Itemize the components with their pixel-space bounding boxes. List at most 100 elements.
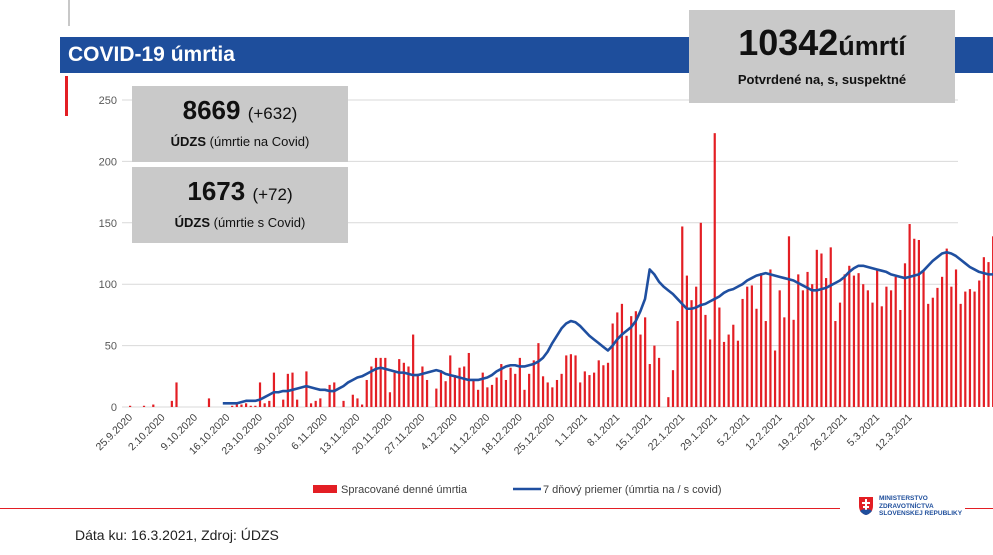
bar — [676, 321, 679, 407]
bar — [671, 370, 675, 407]
bar — [597, 360, 600, 407]
bar — [834, 321, 837, 407]
bar — [964, 291, 967, 407]
bar — [653, 345, 656, 407]
bar — [449, 355, 452, 407]
bar — [593, 372, 596, 407]
legend-swatch-bars — [313, 485, 337, 493]
bar — [811, 284, 814, 407]
bar — [690, 300, 693, 407]
bar — [899, 309, 902, 407]
bar — [801, 290, 804, 407]
bar — [370, 366, 373, 407]
stat-label-source: ÚDZS — [174, 215, 211, 230]
bar — [444, 381, 447, 407]
bar — [175, 382, 178, 407]
bar — [741, 298, 744, 407]
bar — [792, 319, 795, 407]
bar — [523, 389, 526, 407]
stat-box-with-covid: 1673 (+72) ÚDZS (úmrtie s Covid) — [132, 167, 348, 243]
bar — [207, 398, 211, 407]
bar — [296, 399, 299, 407]
bar — [727, 334, 730, 407]
bar — [333, 382, 336, 407]
bar — [319, 398, 322, 407]
bar — [722, 341, 726, 407]
bar — [954, 269, 958, 407]
bar — [398, 359, 401, 407]
bar — [950, 286, 953, 407]
stat-value: 8669 (+632) — [132, 95, 348, 126]
coat-of-arms-icon — [859, 497, 873, 515]
bar — [245, 403, 248, 407]
bar — [258, 382, 262, 407]
stat-label-desc: (úmrtie s Covid) — [210, 215, 306, 230]
bar — [620, 303, 624, 407]
bar — [797, 274, 800, 407]
bar — [829, 247, 832, 407]
bar — [857, 273, 860, 407]
bar — [945, 248, 948, 407]
stat-label-source: ÚDZS — [170, 134, 207, 149]
seven-day-average-line — [222, 250, 993, 405]
bar — [309, 403, 313, 407]
bar — [463, 366, 466, 407]
bar — [342, 400, 345, 407]
y-tick-label: 0 — [111, 402, 117, 414]
bar — [514, 373, 517, 407]
bar — [736, 340, 740, 407]
bar — [616, 312, 619, 407]
bar — [421, 366, 424, 407]
bar — [235, 403, 238, 407]
bar — [848, 265, 851, 407]
bar — [481, 372, 484, 407]
y-tick-label: 50 — [105, 341, 117, 353]
bar — [787, 236, 791, 407]
bar — [504, 379, 508, 407]
bar — [982, 257, 985, 407]
stat-number: 8669 — [182, 95, 241, 125]
bar — [402, 362, 405, 407]
bar — [657, 357, 661, 407]
bar — [314, 400, 317, 407]
bar — [876, 269, 879, 407]
footer-divider — [0, 508, 840, 509]
bar — [495, 377, 498, 407]
bar — [718, 307, 721, 407]
bar — [477, 389, 480, 407]
bar — [634, 311, 637, 407]
bar — [959, 303, 962, 407]
bar — [328, 384, 331, 407]
bar — [922, 270, 925, 407]
logo-line: MINISTERSTVO — [879, 495, 928, 502]
bar — [579, 382, 582, 407]
bar — [588, 375, 591, 407]
bar — [978, 280, 981, 407]
bar — [490, 384, 494, 407]
bar — [704, 314, 707, 407]
y-axis-labels: 0 50 100 150 200 250 — [99, 95, 117, 414]
bar — [500, 364, 503, 407]
accent-mark — [65, 76, 68, 116]
bar — [249, 405, 252, 407]
bar — [862, 284, 865, 407]
bar — [282, 399, 285, 407]
bar — [129, 405, 132, 407]
bar — [425, 379, 429, 407]
bar — [231, 405, 234, 407]
bar — [541, 376, 545, 407]
bar — [973, 291, 976, 407]
bar — [885, 286, 888, 407]
bar — [555, 379, 559, 407]
bar — [871, 302, 874, 407]
bar — [931, 297, 934, 407]
bar — [709, 339, 712, 407]
footer-divider-right — [965, 508, 993, 509]
total-deaths-box: 10342úmrtí Potvrdené na, s, suspektné — [689, 10, 955, 103]
total-unit: úmrtí — [838, 31, 906, 61]
stat-label: ÚDZS (úmrtie na Covid) — [132, 134, 348, 149]
bar — [760, 273, 763, 407]
bar — [361, 404, 364, 407]
bar — [866, 290, 869, 407]
bar — [393, 372, 396, 407]
